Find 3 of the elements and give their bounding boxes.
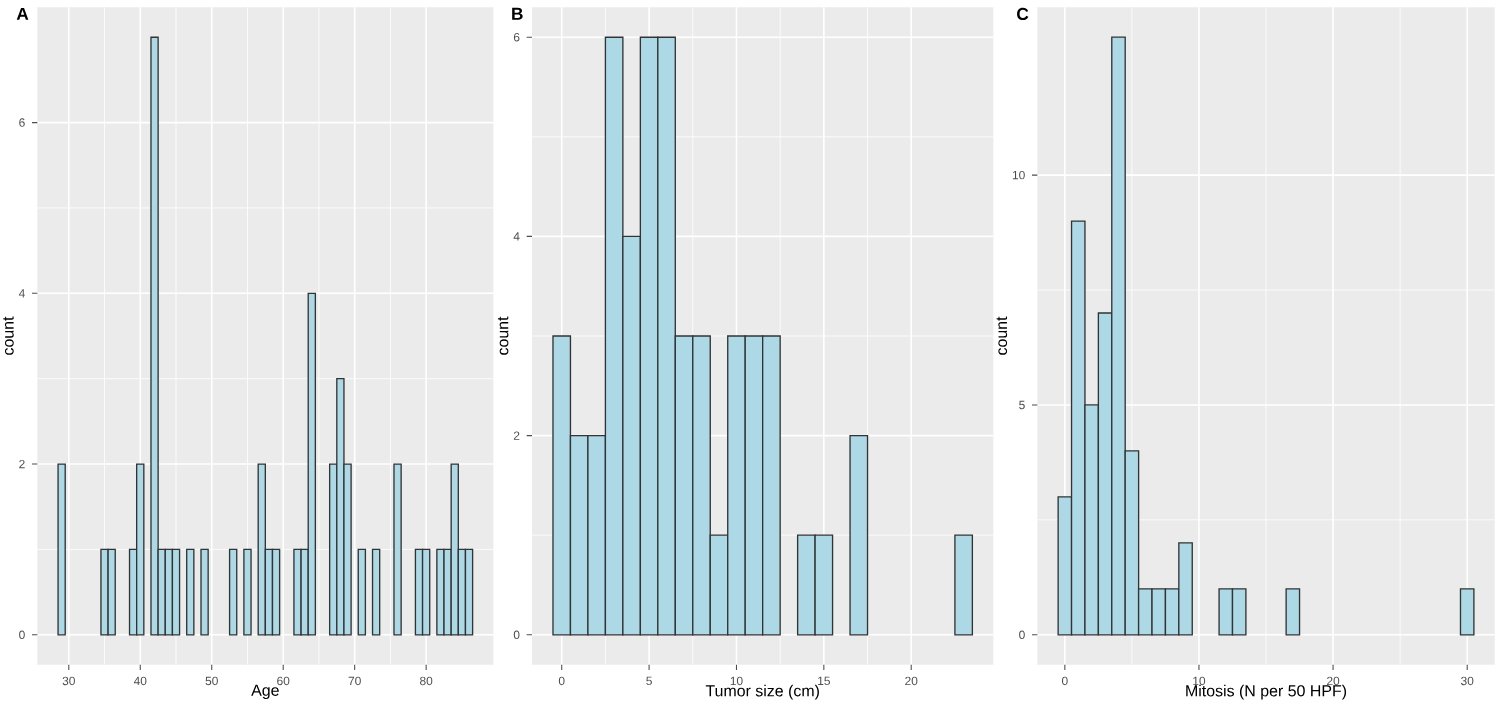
chart-title: B <box>512 7 523 20</box>
chart-title: C <box>1017 7 1029 21</box>
chart-title: A <box>16 7 29 20</box>
